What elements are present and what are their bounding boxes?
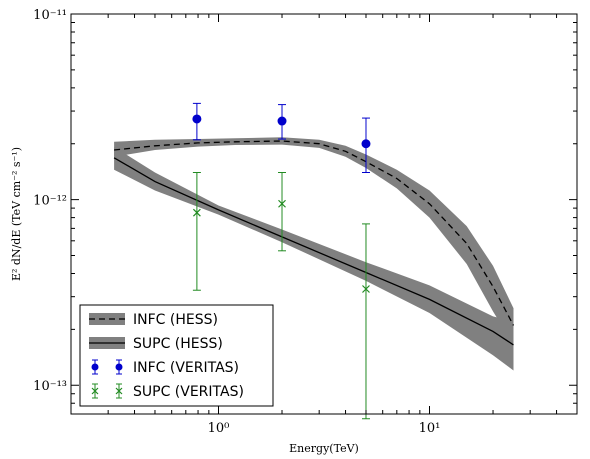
band-series-0 xyxy=(114,137,514,345)
marker-x xyxy=(278,199,286,208)
legend-marker-x xyxy=(91,387,99,395)
marker-circle xyxy=(361,139,371,149)
x-axis-label: Energy(TeV) xyxy=(289,442,359,455)
point-series-2-2 xyxy=(361,117,371,173)
axis-ticks xyxy=(70,13,578,415)
legend: INFC (HESS) SUPC (HESS) INFC (VERITAS) SUPC… xyxy=(79,304,274,407)
line-series-1 xyxy=(113,157,514,346)
point-series-2-0 xyxy=(192,102,202,141)
y-axis-label: E² dN/dE (TeV cm⁻² s⁻¹) xyxy=(10,147,23,281)
legend-swatch-band xyxy=(89,313,125,325)
model-lines xyxy=(113,140,515,346)
marker-x xyxy=(362,285,370,293)
point-series-3-1 xyxy=(278,171,287,252)
x-tick-label: 10¹ xyxy=(419,421,441,436)
marker-circle xyxy=(277,116,287,126)
point-series-3-2 xyxy=(361,223,370,420)
legend-label: SUPC (VERITAS) xyxy=(133,384,244,400)
point-series-3-0 xyxy=(192,171,201,291)
tick-labels: 10⁰ 10¹ 10⁻¹³ 10⁻¹² 10⁻¹¹ xyxy=(33,8,440,436)
legend-marker-circle xyxy=(115,363,123,371)
marker-x xyxy=(192,208,201,217)
point-series-2-1 xyxy=(277,104,287,140)
uncertainty-bands xyxy=(114,137,514,371)
legend-label: SUPC (HESS) xyxy=(133,336,223,352)
y-tick-label: 10⁻¹³ xyxy=(33,379,67,394)
y-tick-label: 10⁻¹² xyxy=(33,194,67,209)
legend-marker-x xyxy=(115,387,123,395)
plot-frame xyxy=(70,13,578,415)
legend-marker-circle xyxy=(91,363,99,371)
line-series-0 xyxy=(114,140,515,326)
marker-circle xyxy=(192,114,202,124)
data-points xyxy=(192,102,371,420)
legend-label: INFC (HESS) xyxy=(133,312,218,328)
y-tick-label: 10⁻¹¹ xyxy=(33,8,67,23)
legend-label: INFC (VERITAS) xyxy=(133,360,239,376)
x-tick-label: 10⁰ xyxy=(208,421,230,436)
